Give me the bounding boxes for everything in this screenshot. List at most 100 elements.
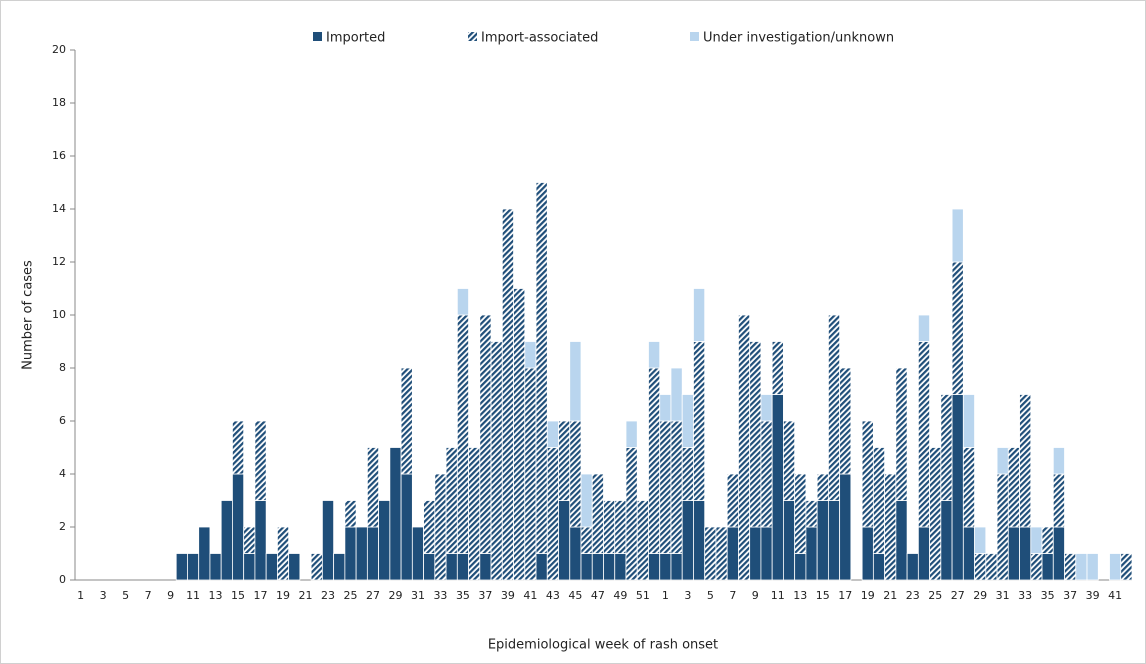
bar-segment	[693, 341, 706, 501]
y-tick-label: 6	[59, 414, 66, 427]
x-tick-label: 3	[684, 589, 691, 602]
x-tick-label: 5	[122, 589, 129, 602]
bar-segment	[929, 447, 942, 581]
bar-segment	[771, 394, 784, 581]
y-tick-label: 2	[59, 520, 66, 533]
bar-segment	[501, 208, 514, 581]
bar-segment	[917, 526, 930, 581]
bar-segment	[816, 500, 829, 581]
bar-segment	[681, 500, 694, 581]
bar-segment	[445, 447, 458, 554]
bar-segment	[1019, 394, 1032, 528]
x-tick-label: 47	[591, 589, 605, 602]
x-tick-label: 15	[816, 589, 830, 602]
bar-segment	[187, 553, 200, 581]
bar-segment	[681, 394, 694, 448]
x-tick-label: 41	[523, 589, 537, 602]
bar-segment	[277, 526, 290, 581]
bar-segment	[794, 553, 807, 581]
bar-segment	[535, 182, 548, 554]
bar-segment	[490, 341, 503, 581]
bar-segment	[1041, 526, 1054, 554]
bar-segment	[1007, 526, 1020, 581]
x-tick-label: 51	[636, 589, 650, 602]
bar-segment	[321, 500, 335, 581]
bar-segment	[861, 420, 874, 528]
bar-segment	[749, 526, 762, 581]
x-tick-label: 9	[752, 589, 759, 602]
x-tick-label: 39	[501, 589, 515, 602]
bar-segment	[535, 553, 548, 581]
x-tick-label: 29	[388, 589, 402, 602]
x-tick-label: 17	[838, 589, 852, 602]
y-tick-label: 20	[52, 43, 66, 56]
bar-segment	[243, 553, 256, 581]
bar-segment	[906, 553, 919, 581]
bar-segment	[479, 314, 492, 554]
bar-segment	[962, 394, 975, 448]
bar-segment	[895, 367, 908, 501]
bar-segment	[827, 314, 841, 501]
bar-segment	[243, 526, 256, 554]
bar-segment	[524, 341, 537, 369]
bar-segment	[884, 473, 897, 581]
bar-segment	[479, 553, 492, 581]
bar-segment	[378, 500, 391, 581]
bar-segment	[1041, 553, 1054, 581]
bar-segment	[558, 420, 571, 501]
bar-segment	[693, 288, 706, 342]
bar-segment	[985, 553, 998, 581]
x-tick-label: 35	[456, 589, 470, 602]
bar-segment	[580, 526, 593, 554]
bar-segment	[344, 500, 357, 528]
bar-segment	[996, 447, 1009, 475]
bar-segment	[917, 341, 930, 528]
bar-segment	[726, 473, 739, 528]
bar-segment	[603, 500, 616, 554]
bar-segment	[569, 341, 582, 422]
bar-segment	[681, 447, 694, 501]
bar-segment	[951, 261, 964, 395]
bar-segment	[288, 553, 301, 581]
x-tick-label: 43	[546, 589, 560, 602]
bar-segment	[940, 500, 953, 581]
x-tick-label: 23	[906, 589, 920, 602]
bar-segment	[839, 473, 852, 581]
x-tick-label: 17	[254, 589, 268, 602]
bar-segment	[659, 420, 672, 554]
bar-segment	[805, 500, 818, 528]
bar-segment	[670, 553, 683, 581]
bar-segment	[232, 473, 245, 581]
bar-segment	[198, 526, 211, 581]
x-tick-label: 27	[366, 589, 380, 602]
bar-segment	[456, 553, 469, 581]
bar-segment	[366, 447, 380, 528]
x-tick-label: 19	[276, 589, 290, 602]
bar-segment	[816, 473, 829, 501]
bar-segment	[423, 500, 436, 554]
bar-segment	[1120, 553, 1133, 581]
bar-segment	[805, 526, 818, 581]
bar-segment	[625, 420, 638, 448]
bar-segment	[951, 394, 964, 581]
bar-segment	[872, 553, 886, 581]
bar-segment	[625, 447, 638, 581]
y-axis-title: Number of cases	[21, 260, 36, 370]
bar-segment	[974, 553, 987, 581]
bar-segment	[1052, 526, 1065, 581]
bar-segment	[366, 526, 380, 581]
bar-segment	[1086, 553, 1099, 581]
x-tick-label: 21	[883, 589, 897, 602]
bar-segment	[1052, 473, 1065, 528]
bar-segment	[659, 394, 672, 422]
x-axis-title: Epidemiological week of rash onset	[488, 638, 718, 653]
bar-segment	[569, 420, 582, 528]
bar-segment	[962, 447, 975, 528]
x-tick-label: 11	[771, 589, 785, 602]
legend-label: Import-associated	[481, 31, 598, 46]
bar-segment	[445, 553, 458, 581]
legend-swatch	[468, 32, 477, 41]
x-tick-label: 1	[77, 589, 84, 602]
x-tick-label: 25	[928, 589, 942, 602]
x-tick-label: 7	[729, 589, 736, 602]
